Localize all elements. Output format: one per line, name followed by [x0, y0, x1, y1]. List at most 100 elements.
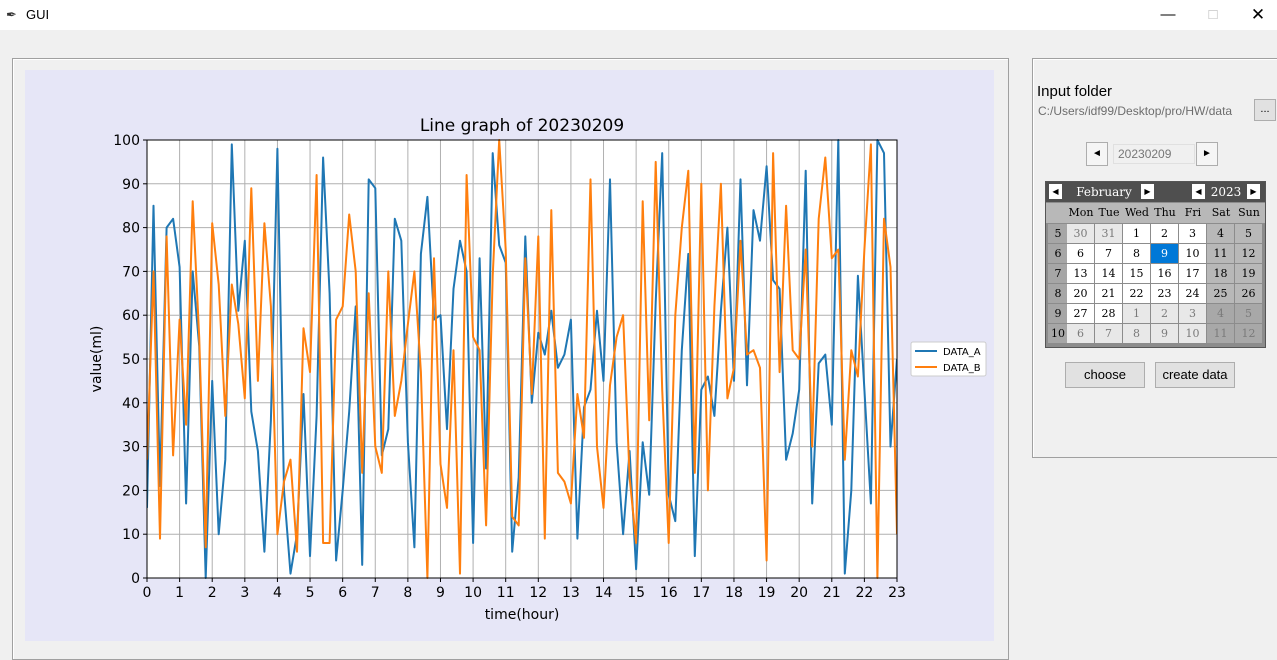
y-tick-label: 80	[122, 221, 140, 237]
calendar-day[interactable]: 5	[1235, 304, 1262, 323]
x-tick-label: 9	[436, 585, 445, 601]
calendar-year: 2023	[1210, 185, 1242, 199]
calendar-day[interactable]: 23	[1151, 284, 1178, 303]
calendar-month: February	[1076, 185, 1132, 199]
minimize-button[interactable]: —	[1160, 6, 1176, 23]
feather-icon: ✒	[6, 7, 17, 22]
calendar-day[interactable]: 7	[1095, 324, 1122, 343]
week-number: 9	[1048, 304, 1068, 323]
y-tick-label: 70	[122, 264, 140, 280]
x-tick-label: 2	[208, 585, 217, 601]
x-tick-label: 11	[497, 585, 515, 601]
calendar-day[interactable]: 1	[1123, 304, 1150, 323]
calendar-day[interactable]: 5	[1235, 224, 1262, 243]
line-chart: 0 1 2 3 4 5 6 7 8 9 10 11 12 13 14 15 16 17 18 19 20 21 22 2301…	[89, 116, 987, 623]
x-tick-label: 13	[562, 585, 580, 601]
choose-button[interactable]: choose	[1065, 362, 1145, 388]
calendar-day[interactable]: 22	[1123, 284, 1150, 303]
calendar-day[interactable]: 13	[1067, 264, 1094, 283]
y-tick-label: 50	[122, 352, 140, 368]
x-tick-label: 22	[855, 585, 873, 601]
calendar-day[interactable]: 9	[1151, 244, 1178, 263]
calendar-day[interactable]: 4	[1207, 304, 1234, 323]
y-tick-label: 90	[122, 177, 140, 193]
week-number: 5	[1048, 224, 1068, 243]
calendar-day[interactable]: 4	[1207, 224, 1234, 243]
calendar-day[interactable]: 10	[1179, 244, 1206, 263]
create-data-button[interactable]: create data	[1155, 362, 1235, 388]
calendar-day[interactable]: 17	[1179, 264, 1206, 283]
weekday-header: Sun	[1238, 206, 1260, 219]
date-prev-button[interactable]: ◄	[1086, 142, 1108, 166]
calendar-day[interactable]: 18	[1207, 264, 1234, 283]
prev-year-button[interactable]: ◀	[1192, 184, 1205, 199]
calendar-day[interactable]: 19	[1235, 264, 1262, 283]
calendar-day[interactable]: 14	[1095, 264, 1122, 283]
title-bar: ✒ GUI — □ ✕	[0, 0, 1277, 30]
calendar-day[interactable]: 28	[1095, 304, 1122, 323]
calendar-day[interactable]: 10	[1179, 324, 1206, 343]
date-field[interactable]: 20230209	[1113, 144, 1195, 164]
x-tick-label: 17	[692, 585, 710, 601]
calendar-day[interactable]: 27	[1067, 304, 1094, 323]
y-tick-label: 30	[122, 440, 140, 456]
browse-button[interactable]: ...	[1254, 99, 1276, 121]
calendar-day[interactable]: 6	[1067, 324, 1094, 343]
calendar-day[interactable]: 12	[1235, 244, 1262, 263]
x-tick-label: 15	[627, 585, 645, 601]
calendar-day[interactable]: 1	[1123, 224, 1150, 243]
legend-label: DATA_B	[943, 363, 981, 374]
next-year-button[interactable]: ▶	[1247, 184, 1260, 199]
weekday-header: Sat	[1211, 206, 1231, 219]
calendar-day[interactable]: 3	[1179, 304, 1206, 323]
close-button[interactable]: ✕	[1250, 5, 1266, 24]
window-title: GUI	[26, 7, 50, 22]
x-tick-label: 21	[823, 585, 841, 601]
calendar-day[interactable]: 11	[1207, 244, 1234, 263]
y-tick-label: 0	[131, 571, 140, 587]
weekday-header-row	[1046, 203, 1265, 223]
date-next-button[interactable]: ►	[1196, 142, 1218, 166]
x-tick-label: 3	[240, 585, 249, 601]
y-tick-label: 40	[122, 396, 140, 412]
calendar-day[interactable]: 31	[1095, 224, 1122, 243]
calendar-day[interactable]: 2	[1151, 304, 1178, 323]
calendar-day[interactable]: 2	[1151, 224, 1178, 243]
calendar-day[interactable]: 9	[1151, 324, 1178, 343]
folder-path-field[interactable]: C:/Users/idf99/Desktop/pro/HW/data	[1038, 104, 1233, 118]
calendar-day[interactable]: 11	[1207, 324, 1234, 343]
calendar-day[interactable]: 24	[1179, 284, 1206, 303]
y-tick-label: 10	[122, 527, 140, 543]
calendar-day[interactable]: 7	[1095, 244, 1122, 263]
prev-month-button[interactable]: ◀	[1049, 184, 1062, 199]
plot-border	[146, 139, 898, 579]
chart-title: Line graph of 20230209	[420, 116, 624, 136]
calendar-day[interactable]: 8	[1123, 244, 1150, 263]
calendar-day[interactable]: 15	[1123, 264, 1150, 283]
y-tick-label: 20	[122, 483, 140, 499]
x-tick-label: 8	[403, 585, 412, 601]
calendar-day[interactable]: 16	[1151, 264, 1178, 283]
calendar-day[interactable]: 26	[1235, 284, 1262, 303]
calendar-day[interactable]: 6	[1067, 244, 1094, 263]
x-tick-label: 5	[306, 585, 315, 601]
calendar-day[interactable]: 20	[1067, 284, 1094, 303]
maximize-button[interactable]: □	[1208, 6, 1218, 23]
x-tick-label: 12	[529, 585, 547, 601]
y-axis-label: value(ml)	[89, 326, 105, 393]
calendar-day[interactable]: 30	[1067, 224, 1094, 243]
calendar-day[interactable]: 3	[1179, 224, 1206, 243]
calendar-day[interactable]: 8	[1123, 324, 1150, 343]
calendar-day[interactable]: 12	[1235, 324, 1262, 343]
week-number: 7	[1048, 264, 1068, 283]
input-folder-label: Input folder	[1037, 83, 1113, 100]
next-month-button[interactable]: ▶	[1141, 184, 1154, 199]
calendar-day[interactable]: 25	[1207, 284, 1234, 303]
calendar-day[interactable]: 21	[1095, 284, 1122, 303]
x-tick-label: 16	[660, 585, 678, 601]
x-tick-label: 20	[790, 585, 808, 601]
weekday-header: Mon	[1068, 206, 1094, 219]
y-tick-label: 100	[113, 133, 140, 149]
series-line-DATA_B	[147, 139, 897, 579]
weekday-header: Wed	[1125, 206, 1149, 219]
